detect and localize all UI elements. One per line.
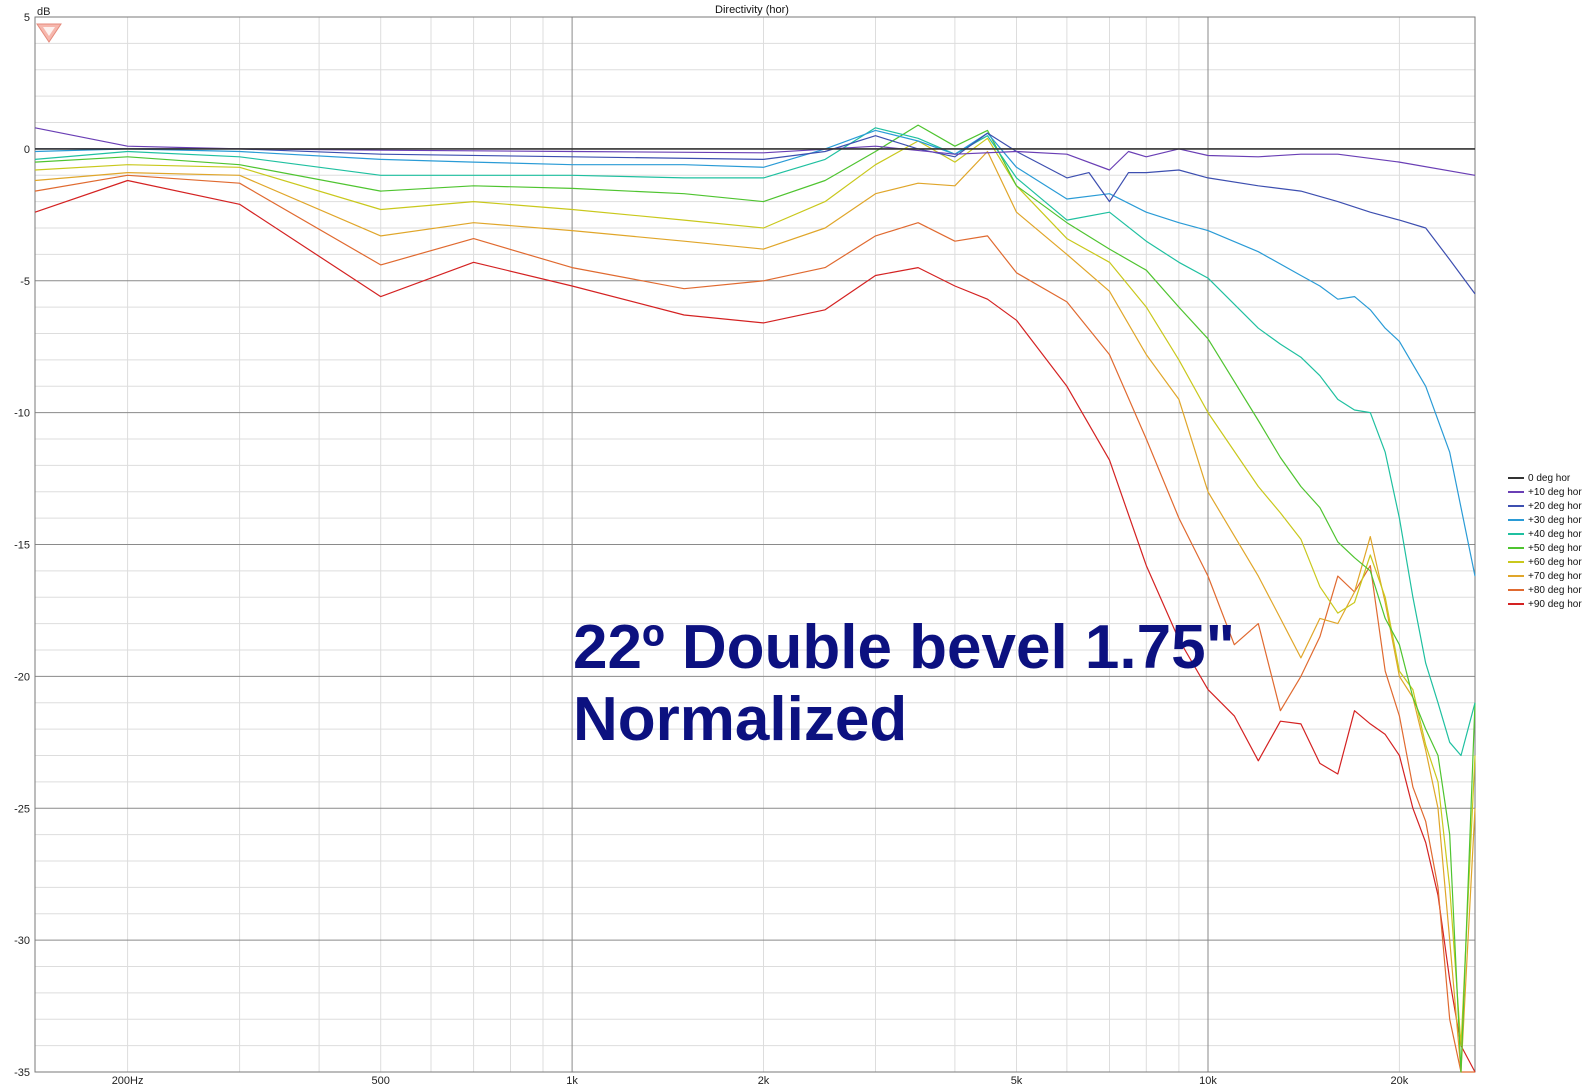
series-line--70-deg-hor (34, 150, 1476, 1073)
legend-label: 0 deg hor (1528, 472, 1571, 484)
x-tick-label: 1k (566, 1075, 578, 1087)
series-line--80-deg-hor (34, 174, 1475, 1073)
y-axis: 5 0 -5 -10 -15 -20 -25 -30 -35 (14, 12, 30, 1079)
y-tick-label: -15 (14, 540, 30, 552)
x-axis: 200Hz 500 1k 2k 5k 10k 20k (112, 1075, 1409, 1087)
legend-label: +10 deg hor (1528, 486, 1582, 498)
series-layer (34, 124, 1476, 1073)
legend-swatch (1508, 491, 1524, 493)
legend-item: +10 deg hor (1508, 485, 1590, 499)
legend-item: +40 deg hor (1508, 527, 1590, 541)
legend-item: +70 deg hor (1508, 569, 1590, 583)
y-axis-unit-label: dB (37, 6, 50, 18)
annotation-line-1: 22º Double bevel 1.75" (573, 613, 1235, 682)
y-tick-label: -20 (14, 671, 30, 683)
legend-label: +50 deg hor (1528, 542, 1582, 554)
legend-label: +20 deg hor (1528, 500, 1582, 512)
app-logo-icon (36, 23, 62, 43)
chart-legend: 0 deg hor +10 deg hor +20 deg hor +30 deg h… (1508, 471, 1590, 611)
y-tick-label: -25 (14, 803, 30, 815)
legend-swatch (1508, 505, 1524, 507)
series-line--40-deg-hor (34, 127, 1476, 757)
y-tick-label: 0 (24, 144, 30, 156)
legend-swatch (1508, 589, 1524, 591)
legend-item: 0 deg hor (1508, 471, 1590, 485)
legend-item: +60 deg hor (1508, 555, 1590, 569)
x-tick-label: 200Hz (112, 1075, 144, 1087)
plot-frame (34, 16, 1476, 1073)
legend-item: +50 deg hor (1508, 541, 1590, 555)
legend-swatch (1508, 533, 1524, 535)
series-line--50-deg-hor (34, 124, 1476, 1073)
y-tick-label: -35 (14, 1067, 30, 1079)
legend-swatch (1508, 519, 1524, 521)
legend-swatch (1508, 575, 1524, 577)
legend-item: +20 deg hor (1508, 499, 1590, 513)
series-line--10-deg-hor (34, 127, 1476, 176)
series-line--90-deg-hor (34, 179, 1476, 1073)
major-grid (35, 17, 1475, 1072)
y-tick-label: -10 (14, 408, 30, 420)
legend-swatch (1508, 603, 1524, 605)
legend-label: +90 deg hor (1528, 598, 1582, 610)
series-line--20-deg-hor (35, 132, 1476, 295)
annotation-line-2: Normalized (573, 685, 908, 754)
legend-swatch (1508, 561, 1524, 563)
legend-label: +40 deg hor (1528, 528, 1582, 540)
legend-item: +90 deg hor (1508, 597, 1590, 611)
series-line--60-deg-hor (34, 137, 1476, 1047)
legend-item: +30 deg hor (1508, 513, 1590, 527)
y-tick-label: -5 (20, 276, 30, 288)
chart-annotation: 22º Double bevel 1.75" Normalized (573, 612, 1235, 756)
x-tick-label: 500 (372, 1075, 390, 1087)
x-tick-label: 10k (1199, 1075, 1217, 1087)
legend-label: +60 deg hor (1528, 556, 1582, 568)
y-tick-label: -30 (14, 935, 30, 947)
series-line--30-deg-hor (34, 129, 1476, 577)
x-tick-label: 5k (1011, 1075, 1023, 1087)
legend-label: +80 deg hor (1528, 584, 1582, 596)
chart-title: Directivity (hor) (715, 4, 789, 16)
y-tick-label: 5 (24, 12, 30, 24)
x-tick-label: 20k (1391, 1075, 1409, 1087)
legend-label: +30 deg hor (1528, 514, 1582, 526)
legend-swatch (1508, 477, 1524, 479)
legend-item: +80 deg hor (1508, 583, 1590, 597)
x-tick-label: 2k (758, 1075, 770, 1087)
legend-swatch (1508, 547, 1524, 549)
legend-label: +70 deg hor (1528, 570, 1582, 582)
